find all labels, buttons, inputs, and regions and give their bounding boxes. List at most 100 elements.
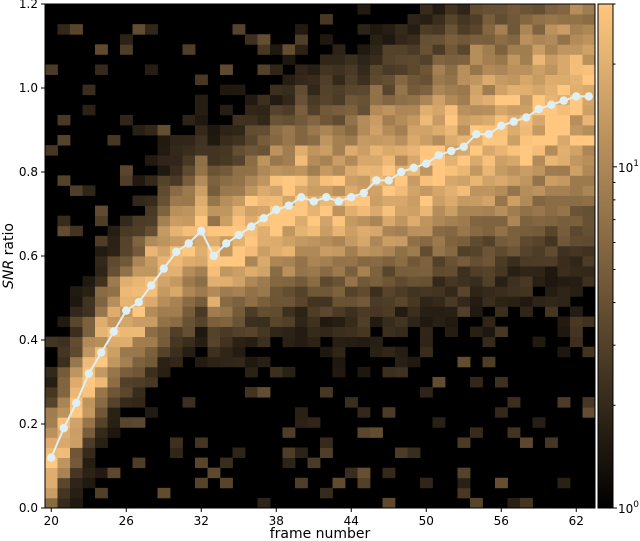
heatmap-cell <box>307 235 321 247</box>
heatmap-cell <box>520 74 533 86</box>
heatmap-cell <box>432 74 446 86</box>
heatmap-cell <box>307 225 321 237</box>
heatmap-cell <box>345 155 358 166</box>
heatmap-cell <box>207 306 221 317</box>
y-tick-label: 1.2 <box>19 0 38 11</box>
heatmap-cell <box>482 4 496 15</box>
heatmap-cell <box>495 155 508 166</box>
heatmap-cell <box>482 286 496 297</box>
y-tick-label: 0.8 <box>19 165 38 179</box>
heatmap-cell <box>232 245 246 257</box>
heatmap-cell <box>370 145 383 156</box>
heatmap-cell <box>270 256 283 267</box>
heatmap-cell <box>245 145 258 156</box>
heatmap-cell <box>107 417 121 428</box>
heatmap-cell <box>257 225 271 237</box>
heatmap-cell <box>482 165 496 176</box>
heatmap-cell <box>107 376 121 388</box>
heatmap-cell <box>295 215 308 227</box>
heatmap-cell <box>70 457 83 469</box>
heatmap-cell <box>570 276 583 287</box>
heatmap-cell <box>470 24 483 35</box>
heatmap-cell <box>357 366 371 378</box>
heatmap-cell <box>357 195 371 206</box>
heatmap-cell <box>370 84 383 96</box>
heatmap-cell <box>132 235 146 247</box>
heatmap-cell <box>582 145 596 156</box>
heatmap-cell <box>445 286 458 297</box>
heatmap-cell <box>420 346 433 358</box>
heatmap-cell <box>107 387 121 398</box>
heatmap-cell <box>145 205 158 217</box>
heatmap-cell <box>295 135 308 146</box>
heatmap-cell <box>520 245 533 257</box>
heatmap-cell <box>145 64 158 75</box>
heatmap-cell <box>357 245 371 257</box>
heatmap-cell <box>45 487 58 499</box>
heatmap-cell <box>145 346 158 358</box>
heatmap-cell <box>95 266 108 277</box>
heatmap-cell <box>370 296 383 307</box>
heatmap-cell <box>295 245 308 257</box>
heatmap-cell <box>345 326 358 338</box>
heatmap-cell <box>82 185 96 196</box>
heatmap-cell <box>195 306 208 317</box>
heatmap-cell <box>45 64 58 75</box>
heatmap-cell <box>107 336 121 348</box>
heatmap-cell <box>257 326 271 338</box>
heatmap-cell <box>420 44 433 55</box>
heatmap-cell <box>457 477 471 489</box>
heatmap-cell <box>332 104 346 116</box>
y-tick-label: 0.0 <box>19 501 38 515</box>
heatmap-cell <box>382 104 396 116</box>
heatmap-cell <box>220 356 233 368</box>
heatmap-cell <box>395 306 408 317</box>
heatmap-cell <box>320 215 333 227</box>
series-point <box>397 167 406 177</box>
heatmap-cell <box>45 376 58 388</box>
heatmap-cell <box>82 407 96 418</box>
heatmap-cell <box>582 155 596 166</box>
heatmap-cell <box>170 256 183 267</box>
heatmap-cell <box>145 376 158 388</box>
heatmap-cell <box>120 336 133 348</box>
heatmap-cell <box>520 34 533 45</box>
heatmap-cell <box>407 44 421 55</box>
heatmap-cell <box>245 336 258 348</box>
heatmap-cell <box>207 326 221 338</box>
series-point <box>109 327 118 336</box>
heatmap-cell <box>170 235 183 247</box>
heatmap-cell <box>395 175 408 186</box>
heatmap-cell <box>132 266 146 277</box>
heatmap-cell <box>495 14 508 25</box>
heatmap-cell <box>332 346 346 358</box>
heatmap-cell <box>170 336 183 348</box>
heatmap-cell <box>307 286 321 297</box>
heatmap-cell <box>457 74 471 86</box>
heatmap-cell <box>470 34 483 45</box>
heatmap-cell <box>457 467 471 479</box>
heatmap-cell <box>370 256 383 267</box>
heatmap-cell <box>532 175 546 186</box>
heatmap-cell <box>307 215 321 227</box>
heatmap-cell <box>382 316 396 327</box>
x-tick-label: 20 <box>44 514 59 528</box>
heatmap-cell <box>207 245 221 257</box>
heatmap-cell <box>295 296 308 307</box>
heatmap-cell <box>132 346 146 358</box>
heatmap-cell <box>482 64 496 75</box>
heatmap-cell <box>107 407 121 418</box>
heatmap-cell <box>70 326 83 338</box>
heatmap-cell <box>570 235 583 247</box>
heatmap-cell <box>457 84 471 96</box>
heatmap-cell <box>332 54 346 65</box>
heatmap-cell <box>70 336 83 348</box>
heatmap-cell <box>157 276 171 287</box>
heatmap-cell <box>232 447 246 458</box>
heatmap-cell <box>445 175 458 186</box>
heatmap-cell <box>182 195 196 206</box>
heatmap-cell <box>532 64 546 75</box>
heatmap-cell <box>532 266 546 277</box>
heatmap-cell <box>282 326 296 338</box>
heatmap-cell <box>95 366 108 378</box>
